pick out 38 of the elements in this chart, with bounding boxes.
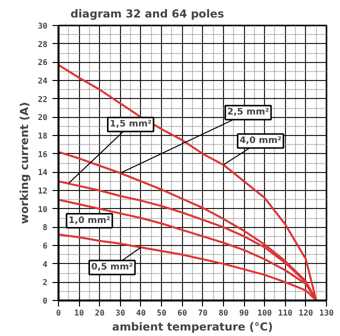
x-tick-label: 130 [319, 308, 334, 318]
y-tick-label: 24 [38, 76, 48, 86]
y-tick-label: 22 [38, 94, 48, 104]
x-tick-label: 80 [218, 308, 228, 318]
y-tick-label: 2 [42, 278, 48, 288]
chart-title: diagram 32 and 64 poles [70, 8, 224, 20]
y-tick-label: 20 [38, 113, 48, 122]
y-tick-label: 18 [38, 132, 48, 140]
x-tick-label: 50 [156, 308, 167, 318]
text: 1,5 mm² [110, 120, 152, 130]
x-tick-label: 40 [136, 308, 146, 318]
y-axis-title: working current (A) [18, 102, 31, 224]
y-tick-label: 4 [42, 260, 48, 269]
y-tick-label: 30 [38, 22, 48, 30]
x-tick-label: 110 [278, 308, 293, 318]
x-tick-label: 60 [177, 308, 188, 318]
x-tick-label: 100 [257, 308, 272, 318]
y-tick-label: 6 [42, 242, 48, 250]
x-tick-label: 10 [74, 308, 84, 318]
text: 4,0 mm² [240, 136, 282, 146]
y-tick-label: 12 [38, 186, 48, 196]
series-label: 1,0 mm² [68, 216, 110, 226]
x-tick-label: 0 [56, 308, 62, 318]
y-tick-label: 28 [38, 40, 48, 49]
x-tick-label: 30 [116, 308, 126, 318]
y-tick-label: 26 [38, 58, 48, 68]
y-tick-label: 14 [38, 168, 48, 178]
x-tick-label: 20 [94, 308, 105, 318]
y-tick-label: 16 [38, 150, 48, 159]
y-tick-label: 0 [42, 296, 48, 306]
y-tick-label: 10 [38, 204, 48, 214]
x-tick-label: 90 [239, 308, 250, 318]
x-tick-label: 120 [298, 308, 314, 318]
y-tick-label: 8 [42, 223, 48, 232]
x-tick-label: 70 [198, 308, 208, 318]
x-axis-title: ambient temperature (°C) [112, 320, 273, 334]
series-label: 0,5 mm² [91, 262, 134, 272]
text: 2,5 mm² [227, 108, 270, 118]
